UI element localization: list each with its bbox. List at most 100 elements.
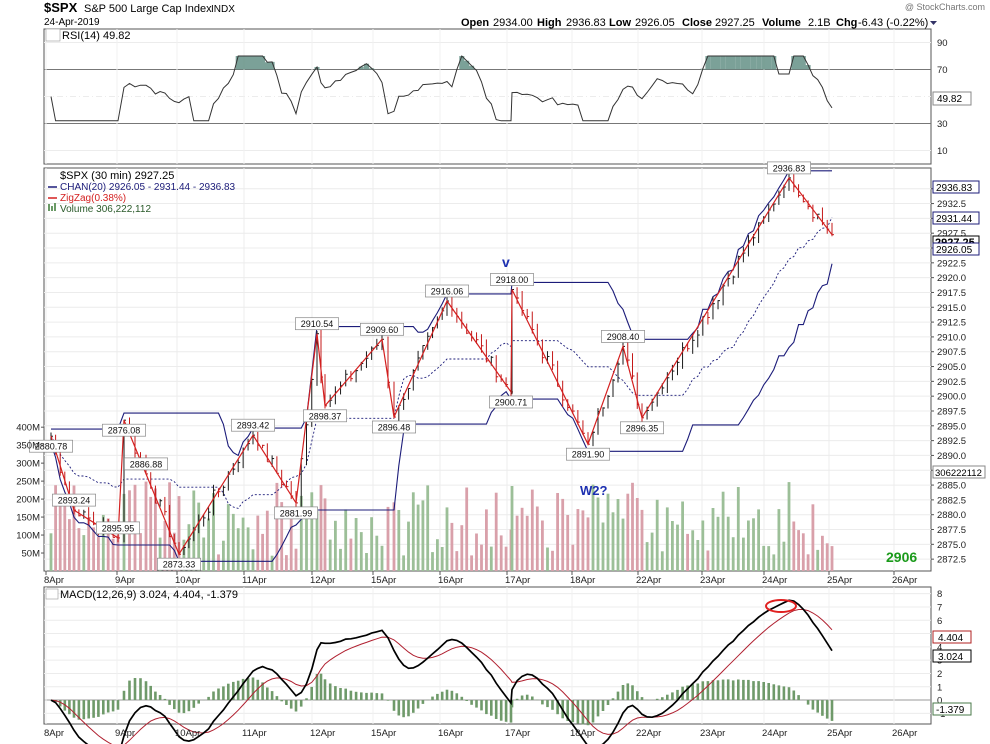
volume-bar [370, 517, 373, 571]
volume-bar [586, 517, 590, 571]
macd-tick-label: 2 [937, 669, 942, 680]
zigzag-label: 2873.33 [163, 560, 196, 570]
macd-histogram-bar [666, 694, 669, 700]
volume-bar [72, 485, 76, 571]
macd-histogram-bar [344, 688, 347, 700]
volume-bar [440, 547, 444, 571]
price-tick-label: 2897.5 [937, 406, 966, 417]
macd-histogram-bar [515, 698, 519, 700]
chg-dropdown-icon[interactable] [930, 21, 937, 25]
macd-histogram-bar [655, 698, 659, 700]
price-tick-label: 2927.5 [937, 229, 966, 240]
volume-bar [87, 517, 91, 571]
price-tick-label: 2900.0 [937, 392, 966, 403]
volume-tick-label: 250M [16, 477, 40, 488]
macd-histogram-bar [541, 700, 544, 705]
macd-histogram-bar [354, 691, 358, 701]
rsi-series [50, 55, 833, 122]
low-label: Low [609, 17, 631, 29]
macd-histogram-bar [217, 688, 220, 700]
badge-macd: 3.024 [938, 652, 963, 663]
macd-histogram-bar [144, 681, 148, 700]
volume-bar [380, 545, 384, 571]
macd-histogram-bar [772, 684, 776, 700]
volume-bar [806, 554, 810, 571]
x-tick-label: 15Apr [371, 575, 396, 586]
macd-histogram-bar [465, 700, 468, 701]
zigzag-label-box [102, 423, 146, 437]
volume-bar [431, 552, 434, 571]
price-tick-label: 2885.0 [937, 481, 966, 492]
volume-bar [787, 482, 791, 571]
x-tick-label: 16Apr [438, 575, 463, 586]
price-tick-label: 2880.0 [937, 510, 966, 521]
volume-bar [207, 518, 210, 571]
x-tick-label: 18Apr [570, 575, 595, 586]
volume-bar [792, 521, 796, 571]
macd-histogram-bar [163, 698, 167, 701]
macd-tick-label: 4 [937, 642, 942, 653]
zigzag-label: 2880.78 [35, 442, 68, 452]
volume-bar [541, 520, 544, 571]
macd-histogram-bar [177, 700, 181, 713]
macd-histogram-bar [289, 700, 293, 709]
macd-histogram-bar [737, 679, 740, 700]
badge-mid: 2931.44 [936, 214, 973, 225]
price-grid [44, 168, 931, 571]
volume-bar [359, 532, 363, 571]
volume-bar [111, 538, 115, 571]
volume-bar [365, 553, 368, 571]
volume-bar [177, 496, 181, 571]
volume-bar [344, 509, 348, 571]
volume-bar [716, 516, 720, 571]
volume-bar [158, 537, 162, 571]
ohlc-readout: Open 2934.00 High 2936.83 Low 2926.05 Cl… [461, 17, 928, 29]
macd-histogram-bar [742, 679, 745, 700]
badge-hist-box [932, 702, 972, 716]
macd-histogram-bar [207, 696, 210, 701]
macd-histogram-bar [611, 698, 615, 701]
zigzag-label-box [295, 317, 339, 331]
volume-bar [349, 538, 353, 571]
price-tick-label: 2877.5 [937, 525, 966, 536]
target-label: 2906 [886, 549, 917, 565]
zigzag-label: 2895.95 [102, 523, 135, 533]
rsi-tick-label: 30 [937, 119, 948, 130]
volume-bar [821, 535, 824, 571]
zigzag-label-box [566, 447, 610, 461]
macd-histogram-bar [551, 700, 554, 710]
macd-histogram-bar [485, 700, 488, 715]
macd-histogram-bar [299, 700, 303, 707]
macd-histogram-bar [305, 698, 308, 700]
volume-bar [101, 514, 105, 571]
volume-bar [299, 495, 303, 571]
volume-bar [706, 550, 710, 571]
macd-histogram-bar [601, 700, 605, 711]
volume-bar [561, 498, 565, 571]
volume-bar [499, 535, 503, 571]
macd-histogram-bar [716, 680, 720, 700]
volume-bar [328, 539, 332, 571]
zigzag-label: 2876.08 [108, 426, 141, 436]
macd-histogram-bar [640, 697, 644, 700]
macd-histogram-bar [116, 700, 120, 710]
volume-bar [825, 543, 829, 571]
macd-histogram-bar [315, 674, 319, 701]
badge-lower: 2926.05 [936, 245, 973, 256]
macd-histogram-bar [102, 700, 105, 715]
macd-histogram-bar [762, 682, 765, 701]
macd-histogram-bar [510, 700, 514, 708]
macd-histogram-bar [621, 685, 625, 701]
macd-histogram-bar [173, 700, 176, 710]
volume-bar [265, 510, 269, 571]
volume-bar [556, 493, 559, 571]
macd-histogram-bar [531, 696, 534, 700]
macd-histogram-bar [412, 700, 415, 713]
volume-bar [426, 485, 430, 571]
macd-histogram-bar [182, 700, 186, 714]
volume-bar [450, 522, 454, 571]
chg-label: Chg [836, 17, 857, 29]
macd-histogram-bar [280, 700, 283, 702]
macd-x-tick-label: 11Apr [242, 728, 267, 739]
volume-bar [460, 525, 464, 571]
